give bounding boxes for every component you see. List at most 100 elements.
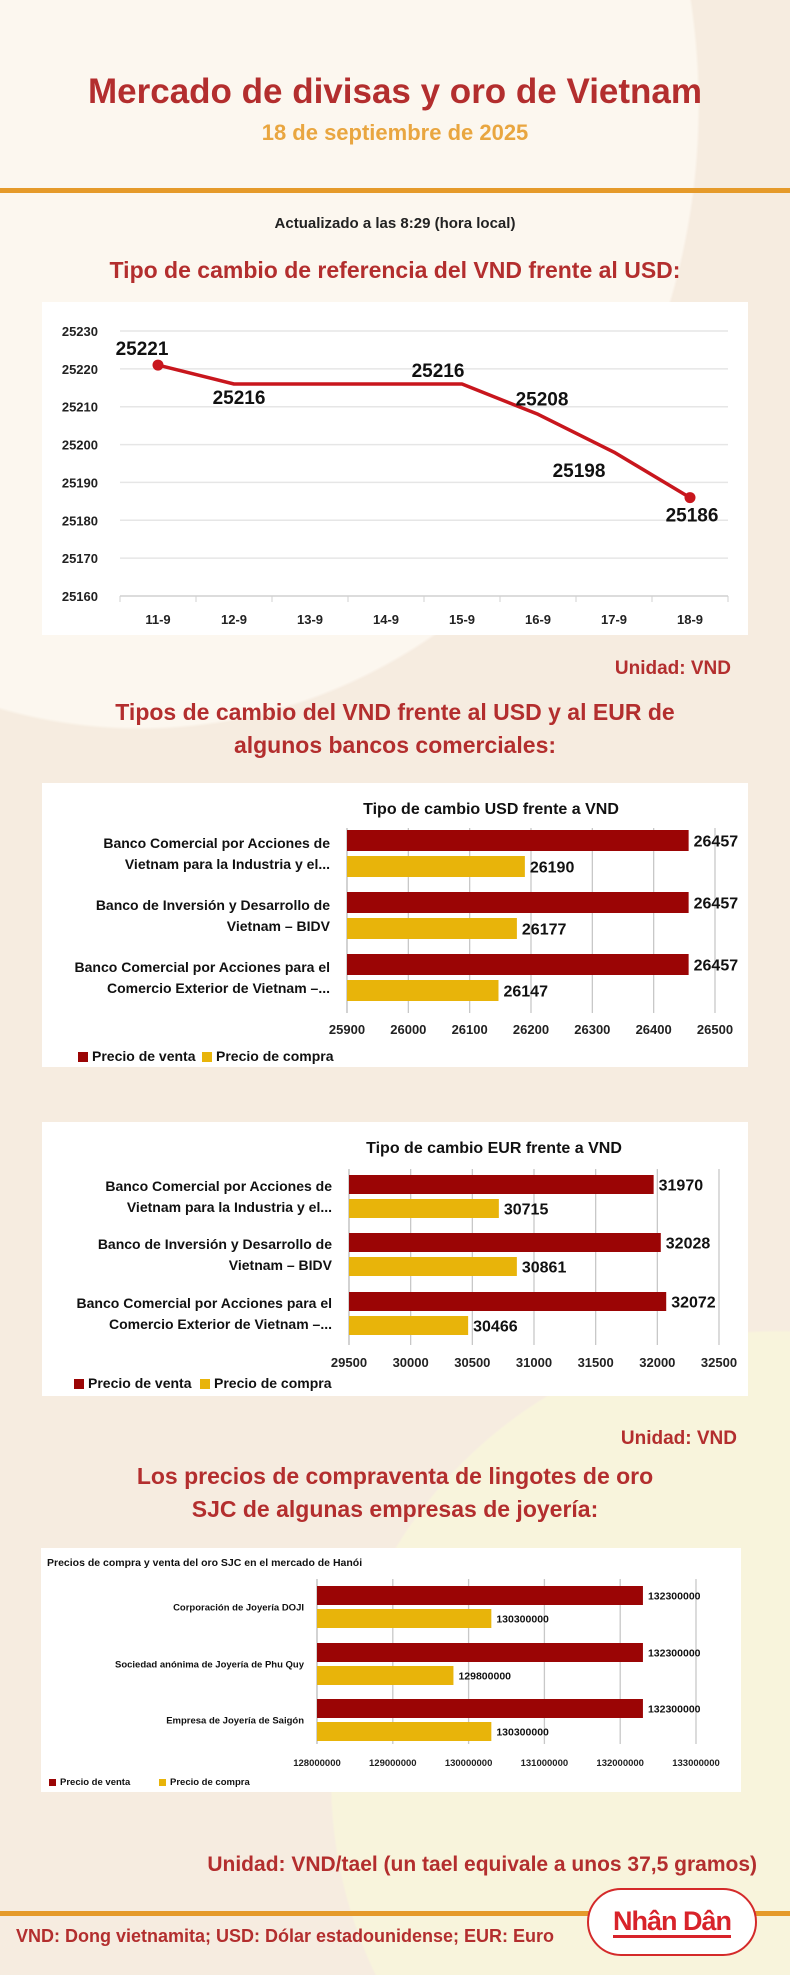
section-heading-reference-rate: Tipo de cambio de referencia del VND fre… [109, 257, 681, 283]
data-label: 32072 [671, 1294, 716, 1311]
category-label: Vietnam para la Industria y el... [125, 856, 330, 872]
category-label: Vietnam para la Industria y el... [127, 1199, 332, 1215]
category-label: Comercio Exterior de Vietnam –... [109, 1316, 332, 1332]
usd-rate-chart: Tipo de cambio USD frente a VND 25900 2600… [42, 783, 748, 1067]
unit-label: Unidad: VND [620, 1428, 737, 1449]
unit-label: Unidad: VND/tael (un tael equivale a uno… [207, 1853, 757, 1876]
heading-line: Tipos de cambio del VND frente al USD y … [115, 699, 675, 725]
bar-buy [317, 1666, 454, 1685]
legend-swatch-buy [202, 1052, 212, 1062]
heading-line: algunos bancos comerciales: [233, 732, 557, 758]
x-tick-label: 15-9 [449, 612, 475, 627]
category-label: Banco Comercial por Acciones para el [77, 1295, 332, 1311]
legend-label: Precio de venta [60, 1777, 131, 1788]
updated-time: Actualizado a las 8:29 (hora local) [274, 215, 516, 232]
x-tick-label: 12-9 [221, 612, 247, 627]
y-tick-label: 25190 [62, 475, 98, 490]
data-label: 132300000 [648, 1590, 701, 1602]
data-label: 130300000 [496, 1726, 549, 1738]
data-label: 25216 [412, 361, 465, 382]
x-tick-label: 130000000 [445, 1758, 493, 1769]
x-tick-label: 17-9 [601, 612, 627, 627]
nhan-dan-logo: Nhân Dân [587, 1888, 757, 1956]
x-tick-label: 26400 [636, 1022, 672, 1037]
reference-rate-chart: 25230 25220 25210 25200 25190 25180 25170 25160… [42, 302, 748, 635]
x-tick-label: 26200 [513, 1022, 549, 1037]
legend-swatch-sell [74, 1379, 84, 1389]
bar-buy [349, 1257, 517, 1276]
x-tick-label: 32500 [701, 1355, 737, 1370]
data-label: 132300000 [648, 1647, 701, 1659]
legend-swatch-buy [159, 1779, 166, 1786]
bar-buy [347, 856, 525, 877]
data-label: 30715 [504, 1201, 549, 1218]
bar-sell [317, 1586, 643, 1605]
footer-divider [0, 1911, 790, 1916]
x-tick-label: 128000000 [293, 1758, 341, 1769]
section-heading-gold: Los precios de compraventa de lingotes d… [0, 1460, 790, 1526]
x-tick-label: 11-9 [145, 612, 170, 627]
x-tick-label: 26300 [574, 1022, 610, 1037]
x-tick-label: 32000 [639, 1355, 675, 1370]
data-point-marker [152, 359, 164, 371]
legend-swatch-buy [200, 1379, 210, 1389]
data-label: 25198 [553, 461, 606, 482]
bar-buy [349, 1199, 499, 1218]
category-label: Vietnam – BIDV [227, 918, 331, 934]
x-tick-label: 31000 [516, 1355, 552, 1370]
x-tick-label: 30000 [393, 1355, 429, 1370]
y-tick-label: 25220 [62, 362, 98, 377]
bar-buy [347, 918, 517, 939]
bar-buy [317, 1722, 492, 1741]
bar-sell [347, 892, 689, 913]
category-label: Comercio Exterior de Vietnam –... [107, 980, 330, 996]
x-tick-label: 131000000 [521, 1758, 569, 1769]
x-tick-label: 31500 [578, 1355, 614, 1370]
category-label: Corporación de Joyería DOJI [173, 1602, 304, 1613]
y-tick-label: 25230 [62, 324, 98, 339]
page-title: Mercado de divisas y oro de Vietnam [87, 72, 703, 111]
x-tick-label: 133000000 [672, 1758, 720, 1769]
y-tick-label: 25160 [62, 589, 98, 604]
category-label: Banco Comercial por Acciones para el [75, 959, 330, 975]
x-tick-label: 29500 [331, 1355, 367, 1370]
data-label: 26457 [694, 895, 739, 912]
x-tick-label: 26000 [390, 1022, 426, 1037]
x-tick-label: 16-9 [525, 612, 551, 627]
page-date: 18 de septiembre de 2025 [261, 120, 529, 145]
legend-label: Precio de compra [170, 1777, 250, 1788]
logo-text: Nhân Dân [612, 1905, 732, 1938]
x-tick-label: 26100 [452, 1022, 488, 1037]
bar-sell [349, 1292, 667, 1311]
x-tick-label: 30500 [454, 1355, 490, 1370]
category-label: Banco de Inversión y Desarrollo de [96, 897, 330, 913]
chart-title: Tipo de cambio USD frente a VND [363, 801, 619, 818]
x-tick-label: 26500 [697, 1022, 733, 1037]
data-label: 25221 [116, 339, 169, 360]
bar-sell [317, 1643, 643, 1662]
data-label: 31970 [659, 1177, 704, 1194]
data-label: 30466 [473, 1318, 518, 1335]
data-label: 129800000 [458, 1670, 511, 1682]
data-label: 132300000 [648, 1703, 701, 1715]
data-label: 130300000 [496, 1613, 549, 1625]
bar-buy [317, 1609, 492, 1628]
legend-label: Precio de venta [88, 1375, 192, 1391]
category-label: Sociedad anónima de Joyería de Phu Quy [115, 1659, 305, 1670]
data-label: 25208 [516, 389, 569, 410]
legend-label: Precio de compra [216, 1048, 334, 1064]
bar-sell [349, 1233, 661, 1252]
data-point-marker [684, 492, 696, 504]
heading-line: Los precios de compraventa de lingotes d… [136, 1463, 654, 1489]
bar-sell [349, 1175, 654, 1194]
data-label: 26147 [503, 983, 548, 1000]
bar-buy [349, 1316, 469, 1335]
data-label: 32028 [666, 1235, 711, 1252]
data-label: 30861 [522, 1259, 567, 1276]
legend-label: Precio de compra [214, 1375, 332, 1391]
x-tick-label: 129000000 [369, 1758, 417, 1769]
bar-sell [317, 1699, 643, 1718]
data-label: 26190 [530, 859, 575, 876]
legend-swatch-sell [78, 1052, 88, 1062]
data-label: 26177 [522, 921, 567, 938]
